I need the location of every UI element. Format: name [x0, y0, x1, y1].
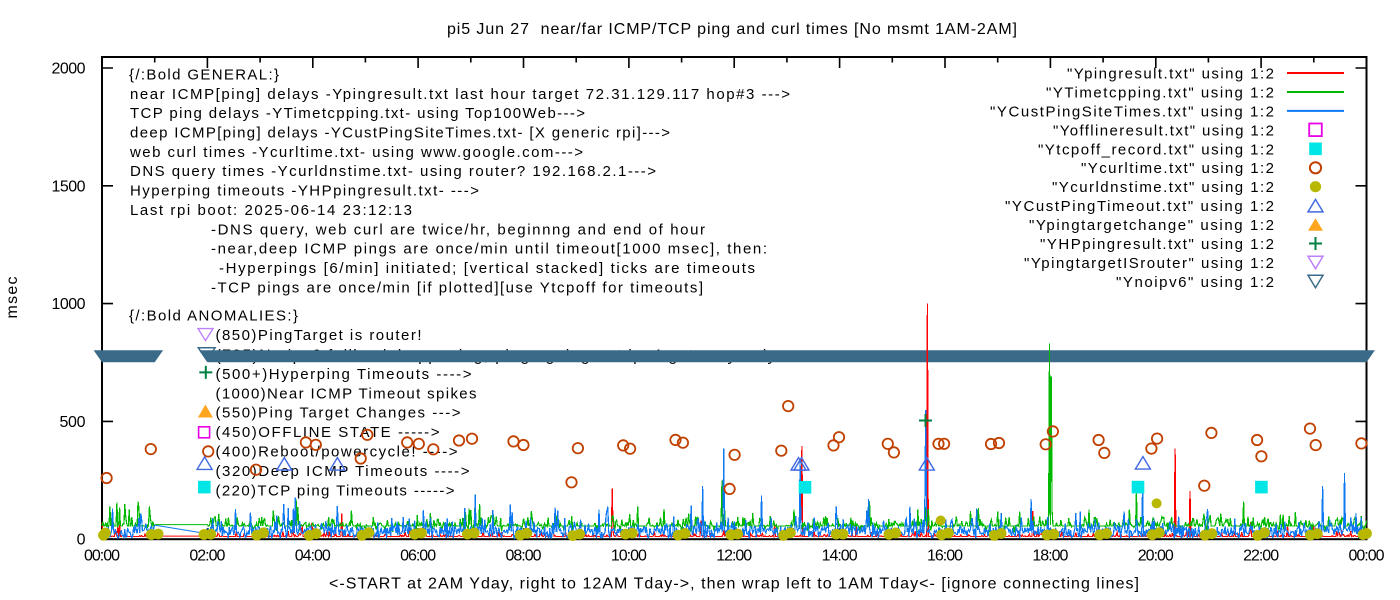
svg-text:16:00: 16:00	[927, 548, 963, 565]
svg-text:10:00: 10:00	[611, 548, 647, 565]
svg-text:00:00: 00:00	[1349, 548, 1385, 565]
svg-text:02:00: 02:00	[189, 548, 225, 565]
svg-text:"YTimetcpping.txt" using 1:2: "YTimetcpping.txt" using 1:2	[1046, 85, 1274, 102]
svg-text:"YCustPingSiteTimes.txt" using: "YCustPingSiteTimes.txt" using 1:2	[990, 103, 1274, 120]
svg-text:"YpingtargetISrouter" using 1:: "YpingtargetISrouter" using 1:2	[1024, 255, 1274, 272]
svg-text:(400)Reboot/powercycle! ---->: (400)Reboot/powercycle! ---->	[216, 444, 458, 461]
svg-text:{/:Bold ANOMALIES:}: {/:Bold ANOMALIES:}	[129, 308, 298, 325]
svg-text:Last rpi boot: 2025-06-14 23:1: Last rpi boot: 2025-06-14 23:12:13	[130, 202, 412, 219]
svg-text:08:00: 08:00	[506, 548, 542, 565]
svg-text:0: 0	[77, 532, 86, 549]
svg-text:(550)Ping Target Changes --->: (550)Ping Target Changes --->	[216, 405, 461, 422]
svg-text:06:00: 06:00	[400, 548, 436, 565]
svg-text:(850)PingTarget is router!: (850)PingTarget is router!	[216, 327, 422, 344]
svg-text:msec: msec	[4, 277, 21, 319]
svg-text:"Ycurltime.txt" using 1:2: "Ycurltime.txt" using 1:2	[1081, 160, 1274, 177]
svg-text:18:00: 18:00	[1032, 548, 1068, 565]
svg-text:"YCustPingTimeout.txt" using 1: "YCustPingTimeout.txt" using 1:2	[1005, 198, 1274, 215]
svg-text:-Hyperpings [6/min] initiated;: -Hyperpings [6/min] initiated; [vertical…	[219, 260, 755, 277]
svg-text:deep ICMP[ping] delays -YCustP: deep ICMP[ping] delays -YCustPingSiteTim…	[130, 125, 670, 142]
svg-text:12:00: 12:00	[716, 548, 752, 565]
svg-text:04:00: 04:00	[295, 548, 331, 565]
svg-text:TCP ping delays -YTimetcpping.: TCP ping delays -YTimetcpping.txt- using…	[130, 105, 585, 122]
svg-text:2000: 2000	[52, 61, 86, 78]
svg-text:near ICMP[ping] delays -Ypingr: near ICMP[ping] delays -Ypingresult.txt …	[130, 86, 790, 103]
svg-text:1000: 1000	[52, 296, 86, 313]
svg-text:(450)OFFLINE STATE ----->: (450)OFFLINE STATE ----->	[216, 424, 440, 441]
svg-text:"Ytcpoff_record.txt" using 1:2: "Ytcpoff_record.txt" using 1:2	[1038, 141, 1274, 158]
svg-text:DNS query times -Ycurldnstime.: DNS query times -Ycurldnstime.txt- using…	[130, 163, 656, 180]
svg-text:500: 500	[60, 414, 86, 431]
svg-text:20:00: 20:00	[1138, 548, 1174, 565]
svg-text:pi5 Jun 27 near/far ICMP/TCP: pi5 Jun 27 near/far ICMP/TCP ping and cu…	[447, 21, 1017, 38]
svg-text:-near,deep ICMP pings are once: -near,deep ICMP pings are once/min until…	[211, 241, 767, 258]
svg-text:-TCP pings are once/min [if pl: -TCP pings are once/min [if plotted][use…	[211, 279, 703, 296]
svg-text:web curl times -Ycurltime.txt-: web curl times -Ycurltime.txt- using www…	[129, 144, 583, 161]
svg-text:22:00: 22:00	[1243, 548, 1279, 565]
svg-text:{/:Bold GENERAL:}: {/:Bold GENERAL:}	[129, 67, 279, 84]
svg-text:"Ynoipv6" using 1:2: "Ynoipv6" using 1:2	[1116, 274, 1274, 291]
svg-text:00:00: 00:00	[84, 548, 120, 565]
svg-text:<-START at 2AM Yday, right to: <-START at 2AM Yday, right to 12AM Tday-…	[329, 576, 1139, 593]
svg-text:"YHPpingresult.txt" using 1:2: "YHPpingresult.txt" using 1:2	[1040, 236, 1274, 253]
svg-text:1500: 1500	[52, 178, 86, 195]
svg-text:(220)TCP ping Timeouts ----->: (220)TCP ping Timeouts ----->	[216, 482, 455, 499]
svg-text:"Yofflineresult.txt" using 1:2: "Yofflineresult.txt" using 1:2	[1053, 122, 1274, 139]
svg-text:"Ypingtargetchange" using 1:2: "Ypingtargetchange" using 1:2	[1029, 217, 1274, 234]
svg-text:-DNS query, web curl are twice: -DNS query, web curl are twice/hr, begin…	[211, 221, 705, 238]
svg-text:(1000)Near ICMP Timeout spikes: (1000)Near ICMP Timeout spikes	[216, 385, 477, 402]
svg-text:14:00: 14:00	[822, 548, 858, 565]
svg-text:Hyperping timeouts -YHPpingres: Hyperping timeouts -YHPpingresult.txt- -…	[130, 183, 479, 200]
svg-text:"Ycurldnstime.txt" using 1:2: "Ycurldnstime.txt" using 1:2	[1052, 179, 1274, 196]
svg-text:"Ypingresult.txt" using 1:2: "Ypingresult.txt" using 1:2	[1067, 66, 1274, 83]
svg-text:(500+)Hyperping Timeouts ---->: (500+)Hyperping Timeouts ---->	[216, 366, 472, 383]
